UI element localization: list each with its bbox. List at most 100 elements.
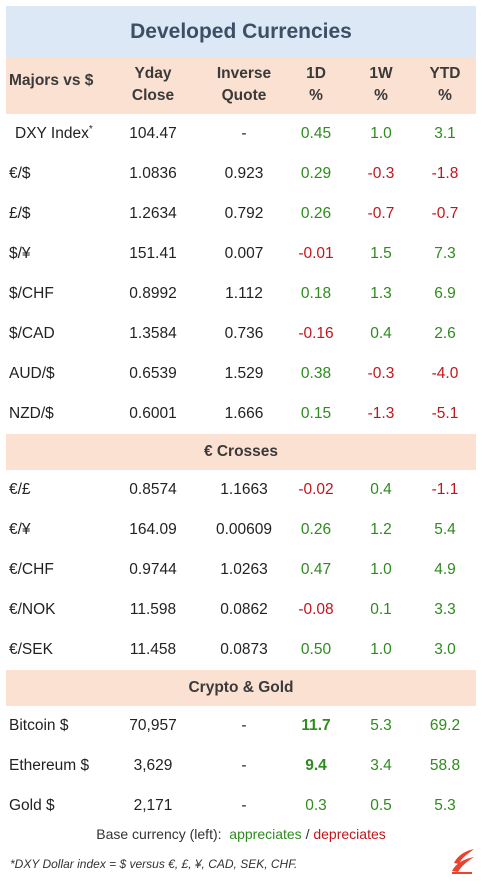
- yday-close-value-text: 0.9744: [129, 561, 177, 578]
- yday-close-value: 70,957: [114, 706, 192, 746]
- change-1d-value: 0.18: [286, 274, 346, 314]
- yday-close-value-text: 0.6539: [129, 365, 177, 382]
- pair-name: €/SEK: [9, 630, 53, 670]
- crypto-section-title: Crypto & Gold: [6, 670, 476, 706]
- change-1d-value-text: 9.4: [305, 757, 327, 774]
- change-1w-value-text: 0.4: [370, 325, 392, 342]
- inverse-quote-value: 0.00609: [202, 510, 286, 550]
- change-1w-value: 0.5: [351, 786, 411, 826]
- change-1w-value-text: -1.3: [367, 405, 395, 422]
- inverse-quote-value-text: 1.0263: [220, 561, 268, 578]
- change-1d-value: 0.26: [286, 510, 346, 550]
- inverse-quote-value: 1.1663: [202, 470, 286, 510]
- pair-name-text: €/CHF: [9, 561, 54, 578]
- change-1d-value-text: 0.26: [300, 205, 332, 222]
- change-ytd-value-text: -1.8: [431, 165, 459, 182]
- table-row: €/CHF 0.9744 1.0263 0.47 1.0 4.9: [6, 550, 476, 590]
- inverse-quote-value-text: 1.529: [224, 365, 264, 382]
- pair-name: €/NOK: [9, 590, 56, 630]
- change-ytd-value: 58.8: [414, 746, 476, 786]
- change-ytd-value-text: 7.3: [434, 245, 456, 262]
- inverse-quote-value: 0.007: [202, 234, 286, 274]
- change-ytd-value: 6.9: [414, 274, 476, 314]
- yday-close-value: 0.6539: [114, 354, 192, 394]
- table-row: NZD/$ 0.6001 1.666 0.15 -1.3 -5.1: [6, 394, 476, 434]
- pair-name-text: €/¥: [9, 521, 31, 538]
- change-1w-value: -0.3: [351, 354, 411, 394]
- inverse-quote-value-text: 0.0873: [220, 641, 268, 658]
- inverse-quote-value: -: [202, 706, 286, 746]
- change-1d-value-text: 0.45: [300, 125, 332, 142]
- change-ytd-value: -4.0: [414, 354, 476, 394]
- change-ytd-value-text: -4.0: [431, 365, 459, 382]
- yday-close-value-text: 70,957: [129, 717, 177, 734]
- footnote: *DXY Dollar index = $ versus €, £, ¥, CA…: [10, 857, 298, 871]
- header-inverse-line1: Inverse: [216, 65, 272, 82]
- inverse-quote-value-text: 0.792: [224, 205, 264, 222]
- change-1d-value-text: -0.16: [298, 325, 334, 342]
- pair-name-text: $/¥: [9, 245, 31, 262]
- table-row: DXY Index* 104.47 - 0.45 1.0 3.1: [6, 114, 476, 154]
- yday-close-value: 11.598: [114, 590, 192, 630]
- yday-close-value-text: 11.458: [129, 641, 177, 658]
- change-1w-value: 1.3: [351, 274, 411, 314]
- change-ytd-value-text: -0.7: [431, 205, 459, 222]
- yday-close-value-text: 3,629: [133, 757, 173, 774]
- yday-close-value-text: 1.3584: [129, 325, 177, 342]
- table-row: $/CAD 1.3584 0.736 -0.16 0.4 2.6: [6, 314, 476, 354]
- change-1d-value: 0.15: [286, 394, 346, 434]
- pair-name-text: NZD/$: [9, 405, 54, 422]
- change-1w-value-text: -0.3: [367, 365, 395, 382]
- pair-name: Ethereum $: [9, 746, 89, 786]
- yday-close-value: 0.9744: [114, 550, 192, 590]
- change-1w-value-text: 0.4: [370, 481, 392, 498]
- header-ytd: YTD %: [414, 63, 476, 107]
- table-row: €/$ 1.0836 0.923 0.29 -0.3 -1.8: [6, 154, 476, 194]
- change-ytd-value: 3.0: [414, 630, 476, 670]
- yday-close-value: 3,629: [114, 746, 192, 786]
- change-1w-value-text: 0.5: [370, 797, 392, 814]
- yday-close-value-text: 1.2634: [129, 205, 177, 222]
- header-1d-line2: %: [309, 87, 323, 104]
- change-ytd-value: 69.2: [414, 706, 476, 746]
- change-1d-value-text: -0.01: [298, 245, 334, 262]
- change-1w-value: 0.4: [351, 314, 411, 354]
- inverse-quote-value-text: -: [241, 757, 247, 774]
- inverse-quote-value: 1.666: [202, 394, 286, 434]
- pair-name-text: €/NOK: [9, 601, 56, 618]
- change-1d-value-text: 0.26: [300, 521, 332, 538]
- change-1d-value-text: -0.02: [298, 481, 334, 498]
- header-1w-line1: 1W: [369, 65, 393, 82]
- change-ytd-value-text: 58.8: [429, 757, 461, 774]
- pair-name: $/CHF: [9, 274, 54, 314]
- change-1w-value-text: -0.3: [367, 165, 395, 182]
- change-ytd-value: 7.3: [414, 234, 476, 274]
- change-1d-value: 0.47: [286, 550, 346, 590]
- inverse-quote-value: -: [202, 786, 286, 826]
- footnote-marker: *: [88, 123, 93, 135]
- yday-close-value-text: 0.6001: [129, 405, 177, 422]
- header-inverse-line2: Quote: [221, 87, 267, 104]
- inverse-quote-value: 0.0873: [202, 630, 286, 670]
- yday-close-value: 2,171: [114, 786, 192, 826]
- header-1w: 1W %: [351, 63, 411, 107]
- inverse-quote-value: 0.0862: [202, 590, 286, 630]
- change-1w-value-text: 3.4: [370, 757, 392, 774]
- yday-close-value-text: 151.41: [129, 245, 177, 262]
- table-row: $/¥ 151.41 0.007 -0.01 1.5 7.3: [6, 234, 476, 274]
- change-1d-value: 0.45: [286, 114, 346, 154]
- change-1d-value: -0.08: [286, 590, 346, 630]
- yday-close-value: 1.0836: [114, 154, 192, 194]
- pair-name-text: Gold $: [9, 797, 55, 814]
- change-1w-value-text: 1.0: [370, 125, 392, 142]
- crypto-gold-section: Bitcoin $ 70,957 - 11.7 5.3 69.2 Ethereum $ 3,6…: [6, 706, 476, 826]
- table-row: AUD/$ 0.6539 1.529 0.38 -0.3 -4.0: [6, 354, 476, 394]
- change-ytd-value: -1.8: [414, 154, 476, 194]
- yday-close-value: 164.09: [114, 510, 192, 550]
- inverse-quote-value: 1.529: [202, 354, 286, 394]
- inverse-quote-value-text: 1.112: [225, 285, 263, 302]
- change-ytd-value: 5.3: [414, 786, 476, 826]
- pair-name: $/¥: [9, 234, 31, 274]
- change-ytd-value-text: -5.1: [431, 405, 459, 422]
- pair-name: €/¥: [9, 510, 31, 550]
